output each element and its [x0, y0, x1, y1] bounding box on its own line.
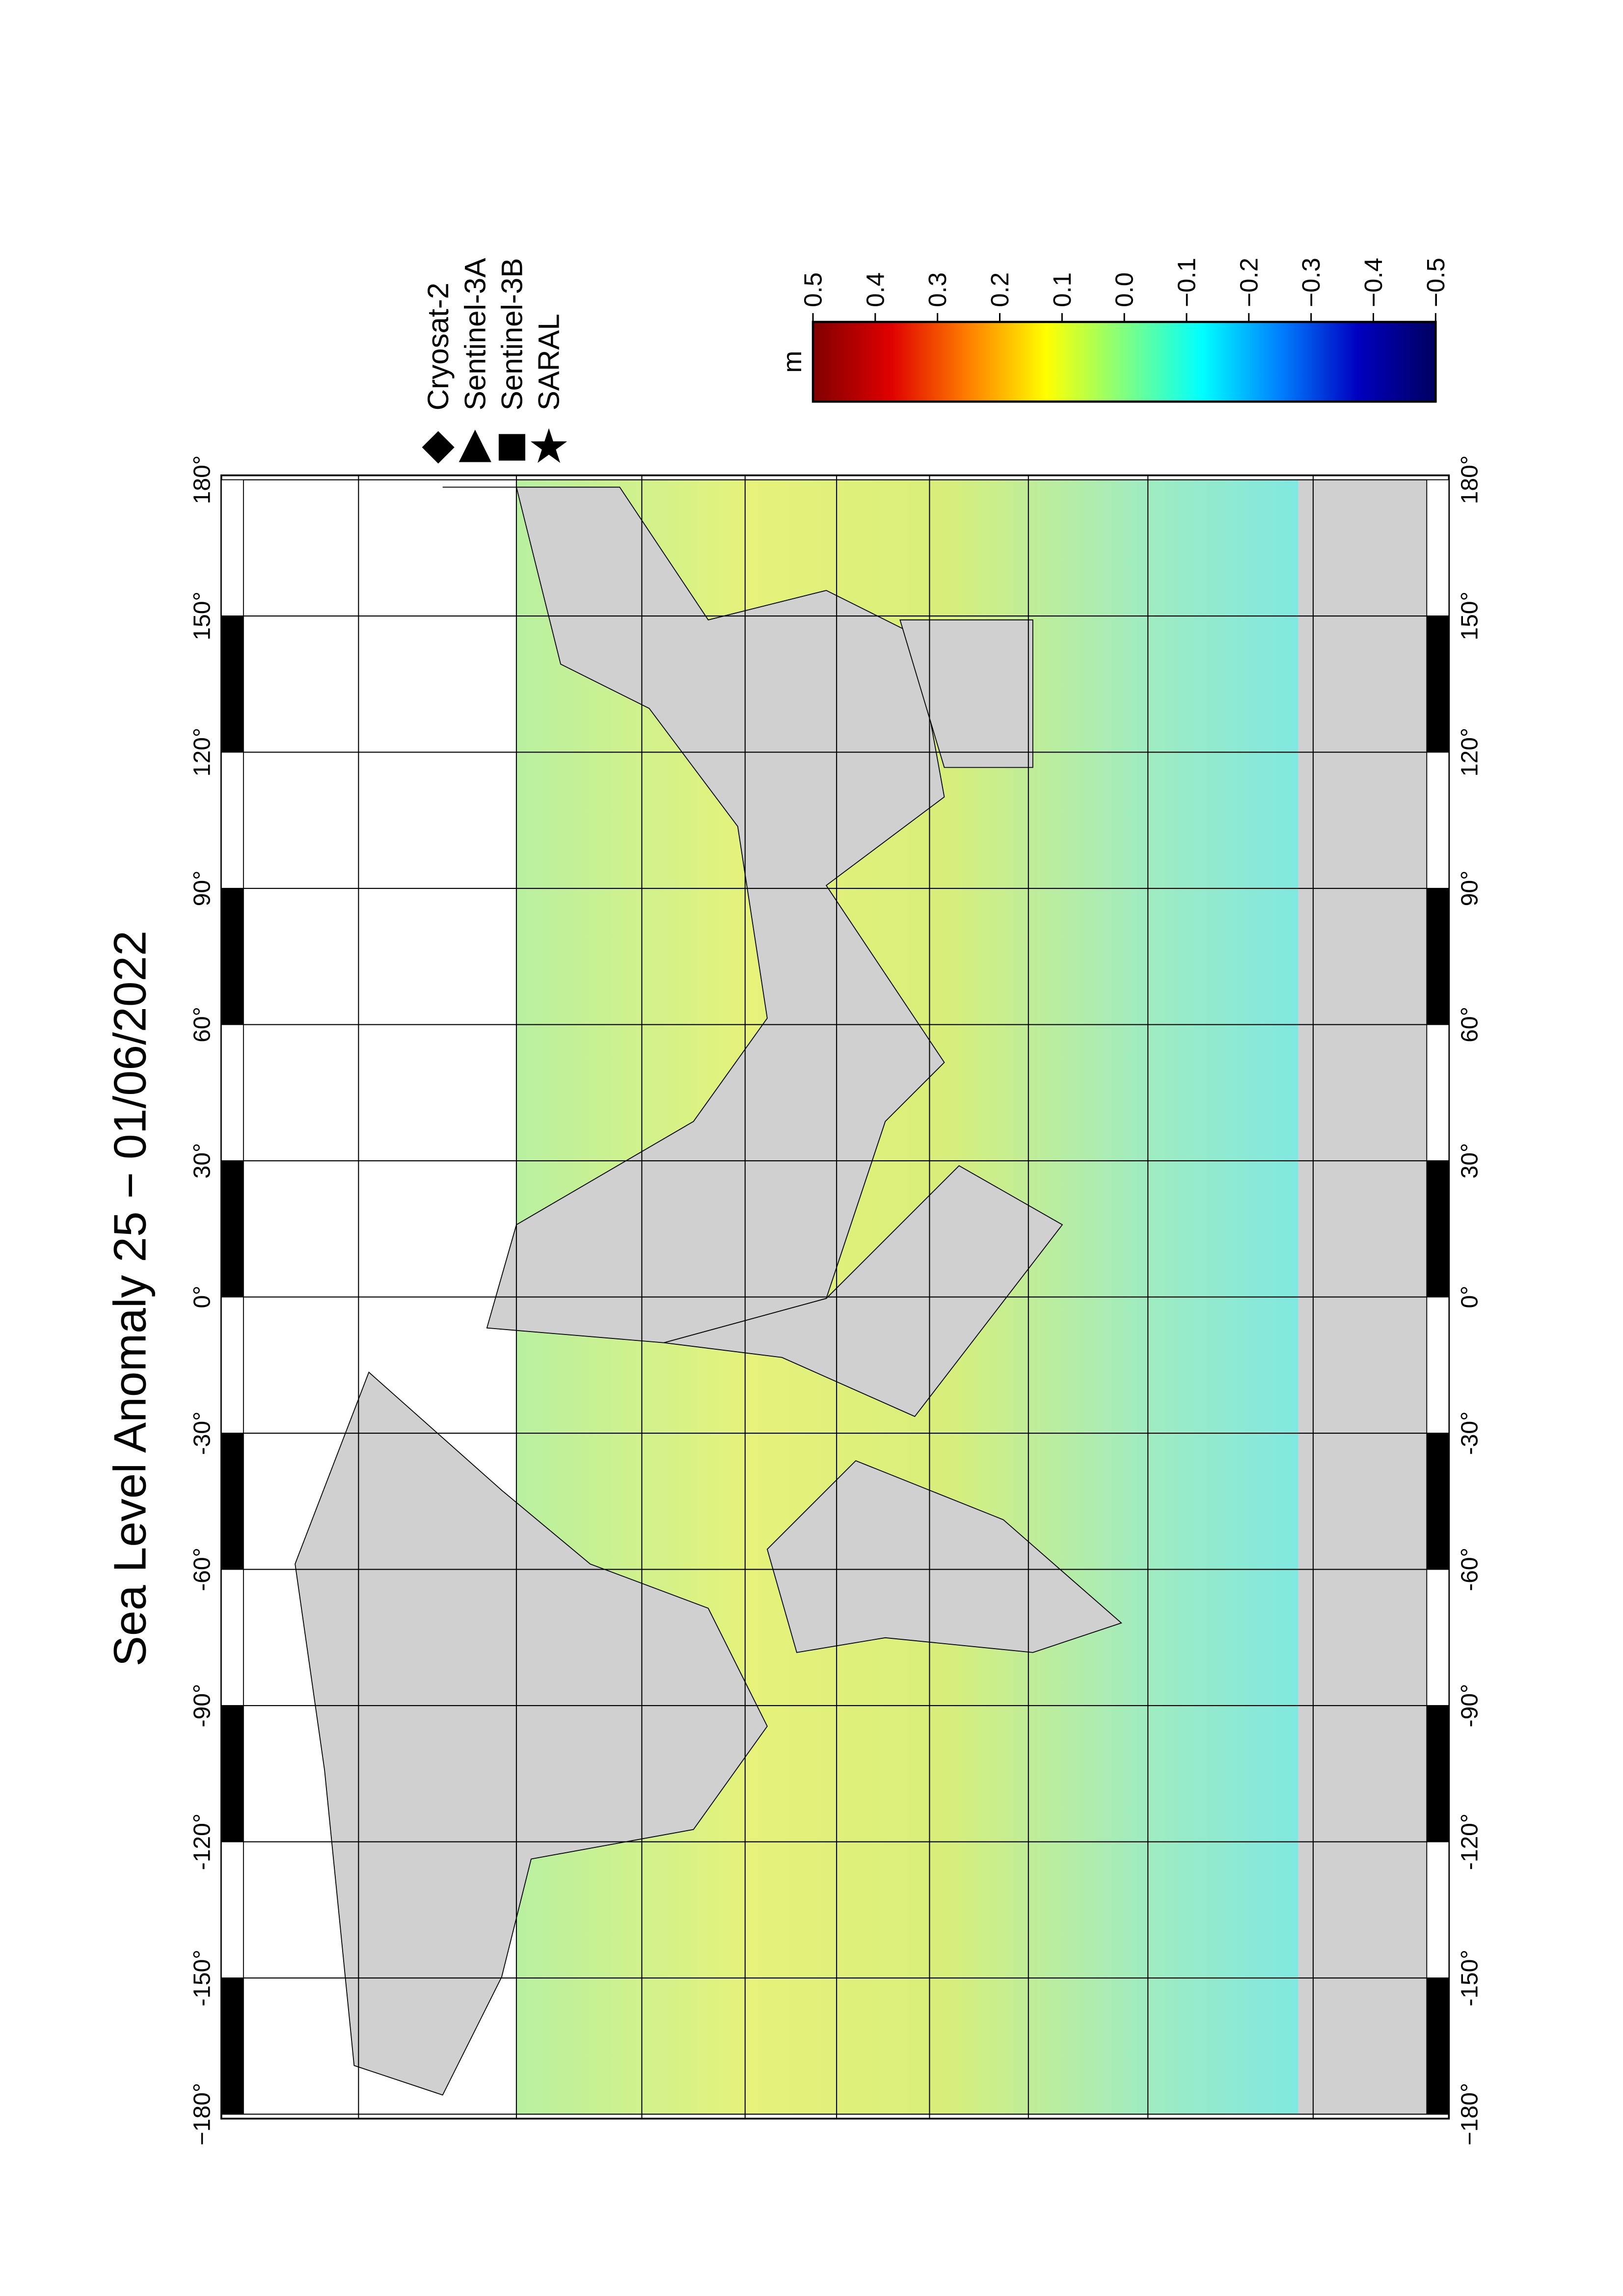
colorbar-tick-label: −0.5	[1422, 258, 1450, 307]
chart-title: Sea Level Anomaly 25 − 01/06/2022	[104, 931, 155, 1666]
x-tick-label: -30°	[1456, 1412, 1483, 1455]
frame-bar	[1426, 751, 1450, 889]
frame-bar	[1426, 1160, 1450, 1298]
frame-bar	[220, 888, 244, 1025]
x-tick-label: 90°	[189, 871, 216, 907]
legend-label: Sentinel-3A	[459, 258, 491, 411]
colorbar-tick-label: 0.4	[861, 272, 889, 307]
legend-label: SARAL	[533, 314, 566, 410]
colorbar-tick-label: 0.0	[1110, 272, 1138, 307]
frame-bar	[220, 615, 244, 753]
x-tick-label: −180°	[1456, 2083, 1483, 2146]
frame-bar	[220, 1569, 244, 1706]
x-tick-label: 180°	[1456, 455, 1483, 504]
x-tick-label: 60°	[189, 1007, 216, 1042]
x-tick-label: 30°	[1456, 1143, 1483, 1179]
x-tick-label: -120°	[1456, 1814, 1483, 1870]
x-tick-label: 0°	[1456, 1286, 1483, 1308]
frame-bar	[220, 1296, 244, 1434]
legend-marker	[530, 428, 568, 463]
x-tick-label: -30°	[189, 1412, 216, 1455]
colorbar	[812, 320, 1437, 403]
frame-bar	[220, 1841, 244, 1978]
colorbar-label: m	[778, 351, 807, 373]
colorbar-tick-label: −0.4	[1359, 258, 1387, 307]
frame-bar	[1426, 615, 1450, 753]
x-tick-label: −180°	[189, 2083, 216, 2146]
colorbar-tick-label: −0.1	[1172, 258, 1200, 307]
x-tick-label: -150°	[189, 1949, 216, 2006]
colorbar-tick-label: 0.1	[1048, 272, 1076, 307]
frame-bar	[220, 1024, 244, 1161]
africa	[664, 1165, 1063, 1417]
legend-marker	[422, 431, 455, 464]
x-tick-label: -60°	[189, 1548, 216, 1591]
frame-bar	[1426, 888, 1450, 1025]
frame-bar	[1426, 1296, 1450, 1434]
colorbar-tick-label: −0.2	[1235, 258, 1263, 307]
colorbar-tick-label: 0.2	[986, 272, 1014, 307]
frame-bar	[220, 1160, 244, 1298]
x-tick-label: 90°	[1456, 871, 1483, 907]
frame-bar	[220, 1977, 244, 2115]
legend-marker	[498, 434, 525, 461]
colorbar-tick-label: 0.5	[799, 272, 827, 307]
x-tick-label: -120°	[189, 1814, 216, 1870]
x-tick-label: 150°	[189, 591, 216, 640]
x-tick-label: -60°	[1456, 1548, 1483, 1591]
x-tick-label: 180°	[189, 455, 216, 504]
x-tick-label: -90°	[1456, 1684, 1483, 1728]
x-tick-label: 30°	[189, 1143, 216, 1179]
x-tick-label: -150°	[1456, 1949, 1483, 2006]
x-tick-label: 60°	[1456, 1007, 1483, 1042]
colorbar-tick-label: −0.3	[1297, 258, 1325, 307]
frame-bar	[220, 1433, 244, 1570]
south-america	[766, 1460, 1122, 1653]
x-tick-label: -90°	[189, 1684, 216, 1728]
x-tick-label: 120°	[1456, 728, 1483, 776]
north-america	[295, 1371, 768, 2096]
frame-bar	[1426, 479, 1450, 616]
x-tick-label: 150°	[1456, 591, 1483, 640]
frame-bar	[220, 1705, 244, 1842]
colorbar-tick-label: 0.3	[923, 272, 951, 307]
frame-bar	[1426, 1977, 1450, 2115]
x-tick-label: 0°	[189, 1286, 216, 1308]
frame-bar	[1426, 1705, 1450, 1842]
frame-bar	[220, 751, 244, 889]
frame-bar	[220, 479, 244, 616]
legend-label: Sentinel-3B	[495, 258, 528, 411]
frame-bar	[1426, 1569, 1450, 1706]
frame-bar	[1426, 1024, 1450, 1161]
legend-label: Cryosat-2	[422, 283, 455, 410]
legend-marker	[459, 429, 491, 462]
x-tick-label: 120°	[189, 728, 216, 776]
frame-bar	[1426, 1433, 1450, 1570]
frame-bar	[1426, 1841, 1450, 1978]
